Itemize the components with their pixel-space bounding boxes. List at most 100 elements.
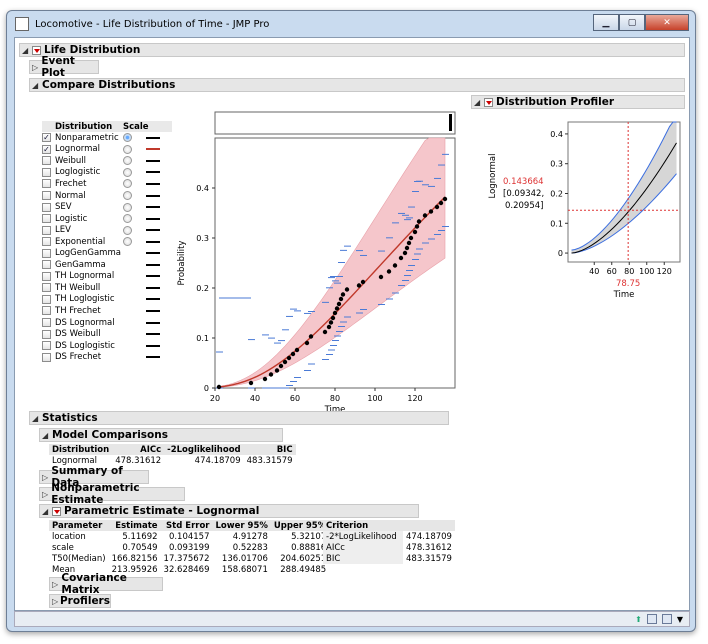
- distribution-row[interactable]: ✓ Lognormal: [42, 144, 172, 156]
- distribution-row[interactable]: TH Loglogistic: [42, 294, 172, 306]
- covariance-matrix-header[interactable]: ▷ Covariance Matrix: [49, 572, 163, 596]
- criterion-header: Criterion: [323, 520, 403, 531]
- distribution-row[interactable]: Loglogistic: [42, 167, 172, 179]
- scale-radio[interactable]: [123, 191, 132, 200]
- distribution-checkbox[interactable]: [42, 341, 51, 351]
- distribution-row[interactable]: TH Weibull: [42, 282, 172, 294]
- compare-distributions-header[interactable]: ◢ Compare Distributions: [29, 78, 685, 92]
- distribution-label: TH Weibull: [55, 282, 101, 293]
- x-axis-label: Time: [324, 405, 346, 415]
- distribution-profiler-title: Distribution Profiler: [496, 96, 615, 108]
- collapse-triangle-icon[interactable]: ◢: [42, 506, 49, 516]
- distribution-checkbox[interactable]: [42, 167, 51, 177]
- summary-of-data-header[interactable]: ▷ Summary of Data: [39, 465, 149, 489]
- distribution-row[interactable]: DS Loglogistic: [42, 340, 172, 352]
- distribution-row[interactable]: Exponential: [42, 236, 172, 248]
- scale-radio[interactable]: [123, 144, 132, 154]
- pe-cell: location: [52, 531, 86, 542]
- statistics-header[interactable]: ◢ Statistics: [29, 411, 449, 425]
- scale-radio[interactable]: [123, 237, 132, 247]
- data-point: [278, 363, 284, 369]
- scale-radio[interactable]: [123, 179, 132, 189]
- distribution-row[interactable]: ✓ Nonparametric: [42, 132, 172, 144]
- pe-cell: 0.52283: [232, 542, 268, 553]
- distribution-checkbox[interactable]: [42, 271, 51, 281]
- maximize-button[interactable]: ▢: [619, 14, 645, 31]
- distribution-checkbox[interactable]: [42, 191, 51, 200]
- distribution-checkbox[interactable]: [42, 225, 51, 235]
- distribution-checkbox[interactable]: [42, 306, 51, 316]
- distribution-checkbox[interactable]: [42, 352, 51, 362]
- dropdown-arrow-icon[interactable]: ▼: [676, 614, 683, 624]
- expand-triangle-icon[interactable]: ▷: [42, 489, 49, 499]
- distribution-row[interactable]: DS Frechet: [42, 351, 172, 363]
- expand-triangle-icon[interactable]: ▷: [32, 62, 39, 72]
- distribution-checkbox[interactable]: ✓: [42, 133, 51, 143]
- distribution-profiler-header[interactable]: ◢ Distribution Profiler: [471, 95, 685, 109]
- expand-triangle-icon[interactable]: ▷: [52, 579, 59, 589]
- distribution-checkbox[interactable]: [42, 248, 51, 258]
- parametric-estimate-header[interactable]: ◢ Parametric Estimate - Lognormal: [39, 504, 419, 518]
- distribution-checkbox[interactable]: [42, 214, 51, 224]
- distribution-label: Weibull: [55, 155, 87, 166]
- red-triangle-menu-icon[interactable]: [52, 506, 61, 516]
- collapse-triangle-icon[interactable]: ◢: [474, 97, 481, 107]
- line-style-swatch: [146, 263, 160, 266]
- data-point: [332, 310, 338, 316]
- red-triangle-menu-icon[interactable]: [32, 45, 41, 55]
- distribution-checkbox[interactable]: [42, 283, 51, 293]
- table-row: Lognormal 478.31612 474.18709 483.31579: [49, 455, 296, 466]
- event-plot-header[interactable]: ▷ Event Plot: [29, 55, 99, 79]
- distribution-row[interactable]: DS Weibull: [42, 328, 172, 340]
- minimize-button[interactable]: ▁: [593, 14, 619, 31]
- scale-radio[interactable]: [123, 133, 132, 143]
- distribution-checkbox[interactable]: [42, 329, 51, 339]
- scale-radio[interactable]: [123, 202, 132, 212]
- nonparametric-estimate-header[interactable]: ▷ Nonparametric Estimate: [39, 482, 185, 506]
- collapse-triangle-icon[interactable]: ◢: [22, 45, 29, 55]
- distribution-row[interactable]: GenGamma: [42, 259, 172, 271]
- probability-plot[interactable]: 20 40 60 80 100 120 0 0.1 0.2 0.3 0.4 Time Probabili…: [170, 98, 460, 418]
- life-distribution-header[interactable]: ◢ Life Distribution: [19, 43, 685, 57]
- distribution-checkbox[interactable]: ✓: [42, 144, 51, 154]
- scale-radio[interactable]: [123, 167, 132, 177]
- distribution-row[interactable]: LEV: [42, 224, 172, 236]
- distribution-row[interactable]: LogGenGamma: [42, 247, 172, 259]
- distribution-row[interactable]: Frechet: [42, 178, 172, 190]
- table-icon[interactable]: [646, 614, 657, 624]
- expand-triangle-icon[interactable]: ▷: [42, 472, 49, 482]
- distribution-label: Loglogistic: [55, 167, 101, 178]
- scale-radio[interactable]: [123, 214, 132, 224]
- distribution-checkbox[interactable]: [42, 237, 51, 247]
- distribution-checkbox[interactable]: [42, 318, 51, 328]
- model-comparisons-header[interactable]: ◢ Model Comparisons: [39, 428, 283, 442]
- distribution-checkbox[interactable]: [42, 260, 51, 270]
- collapse-triangle-icon[interactable]: ◢: [32, 80, 39, 90]
- distribution-row[interactable]: Weibull: [42, 155, 172, 167]
- distribution-checkbox[interactable]: [42, 202, 51, 212]
- distribution-row[interactable]: DS Lognormal: [42, 317, 172, 329]
- distribution-checkbox[interactable]: [42, 156, 51, 166]
- table-row: scale 0.70549 0.093199 0.52283 0.88816: [49, 542, 329, 553]
- arrow-up-icon[interactable]: ⬆: [635, 614, 642, 624]
- pe-header: Lower 95%: [212, 520, 271, 531]
- distribution-row[interactable]: TH Frechet: [42, 305, 172, 317]
- distribution-row[interactable]: Logistic: [42, 213, 172, 225]
- collapse-triangle-icon[interactable]: ◢: [42, 430, 49, 440]
- scale-radio[interactable]: [123, 156, 132, 166]
- parametric-estimate-table: Parameter Estimate Std Error Lower 95% Upper…: [49, 520, 330, 575]
- distribution-row[interactable]: SEV: [42, 201, 172, 213]
- collapse-triangle-icon[interactable]: ◢: [32, 413, 39, 423]
- window-list-icon[interactable]: [661, 614, 672, 624]
- profilers-header[interactable]: ▷ Profilers: [49, 594, 111, 608]
- pe-header: Upper 95%: [270, 520, 330, 531]
- close-button[interactable]: ✕: [645, 14, 689, 31]
- red-triangle-menu-icon[interactable]: [484, 97, 493, 107]
- distribution-checkbox[interactable]: [42, 179, 51, 189]
- distribution-row[interactable]: TH Lognormal: [42, 271, 172, 283]
- distribution-row[interactable]: Normal: [42, 190, 172, 202]
- distribution-checkbox[interactable]: [42, 294, 51, 304]
- expand-triangle-icon[interactable]: ▷: [52, 596, 59, 606]
- scale-radio[interactable]: [123, 225, 132, 235]
